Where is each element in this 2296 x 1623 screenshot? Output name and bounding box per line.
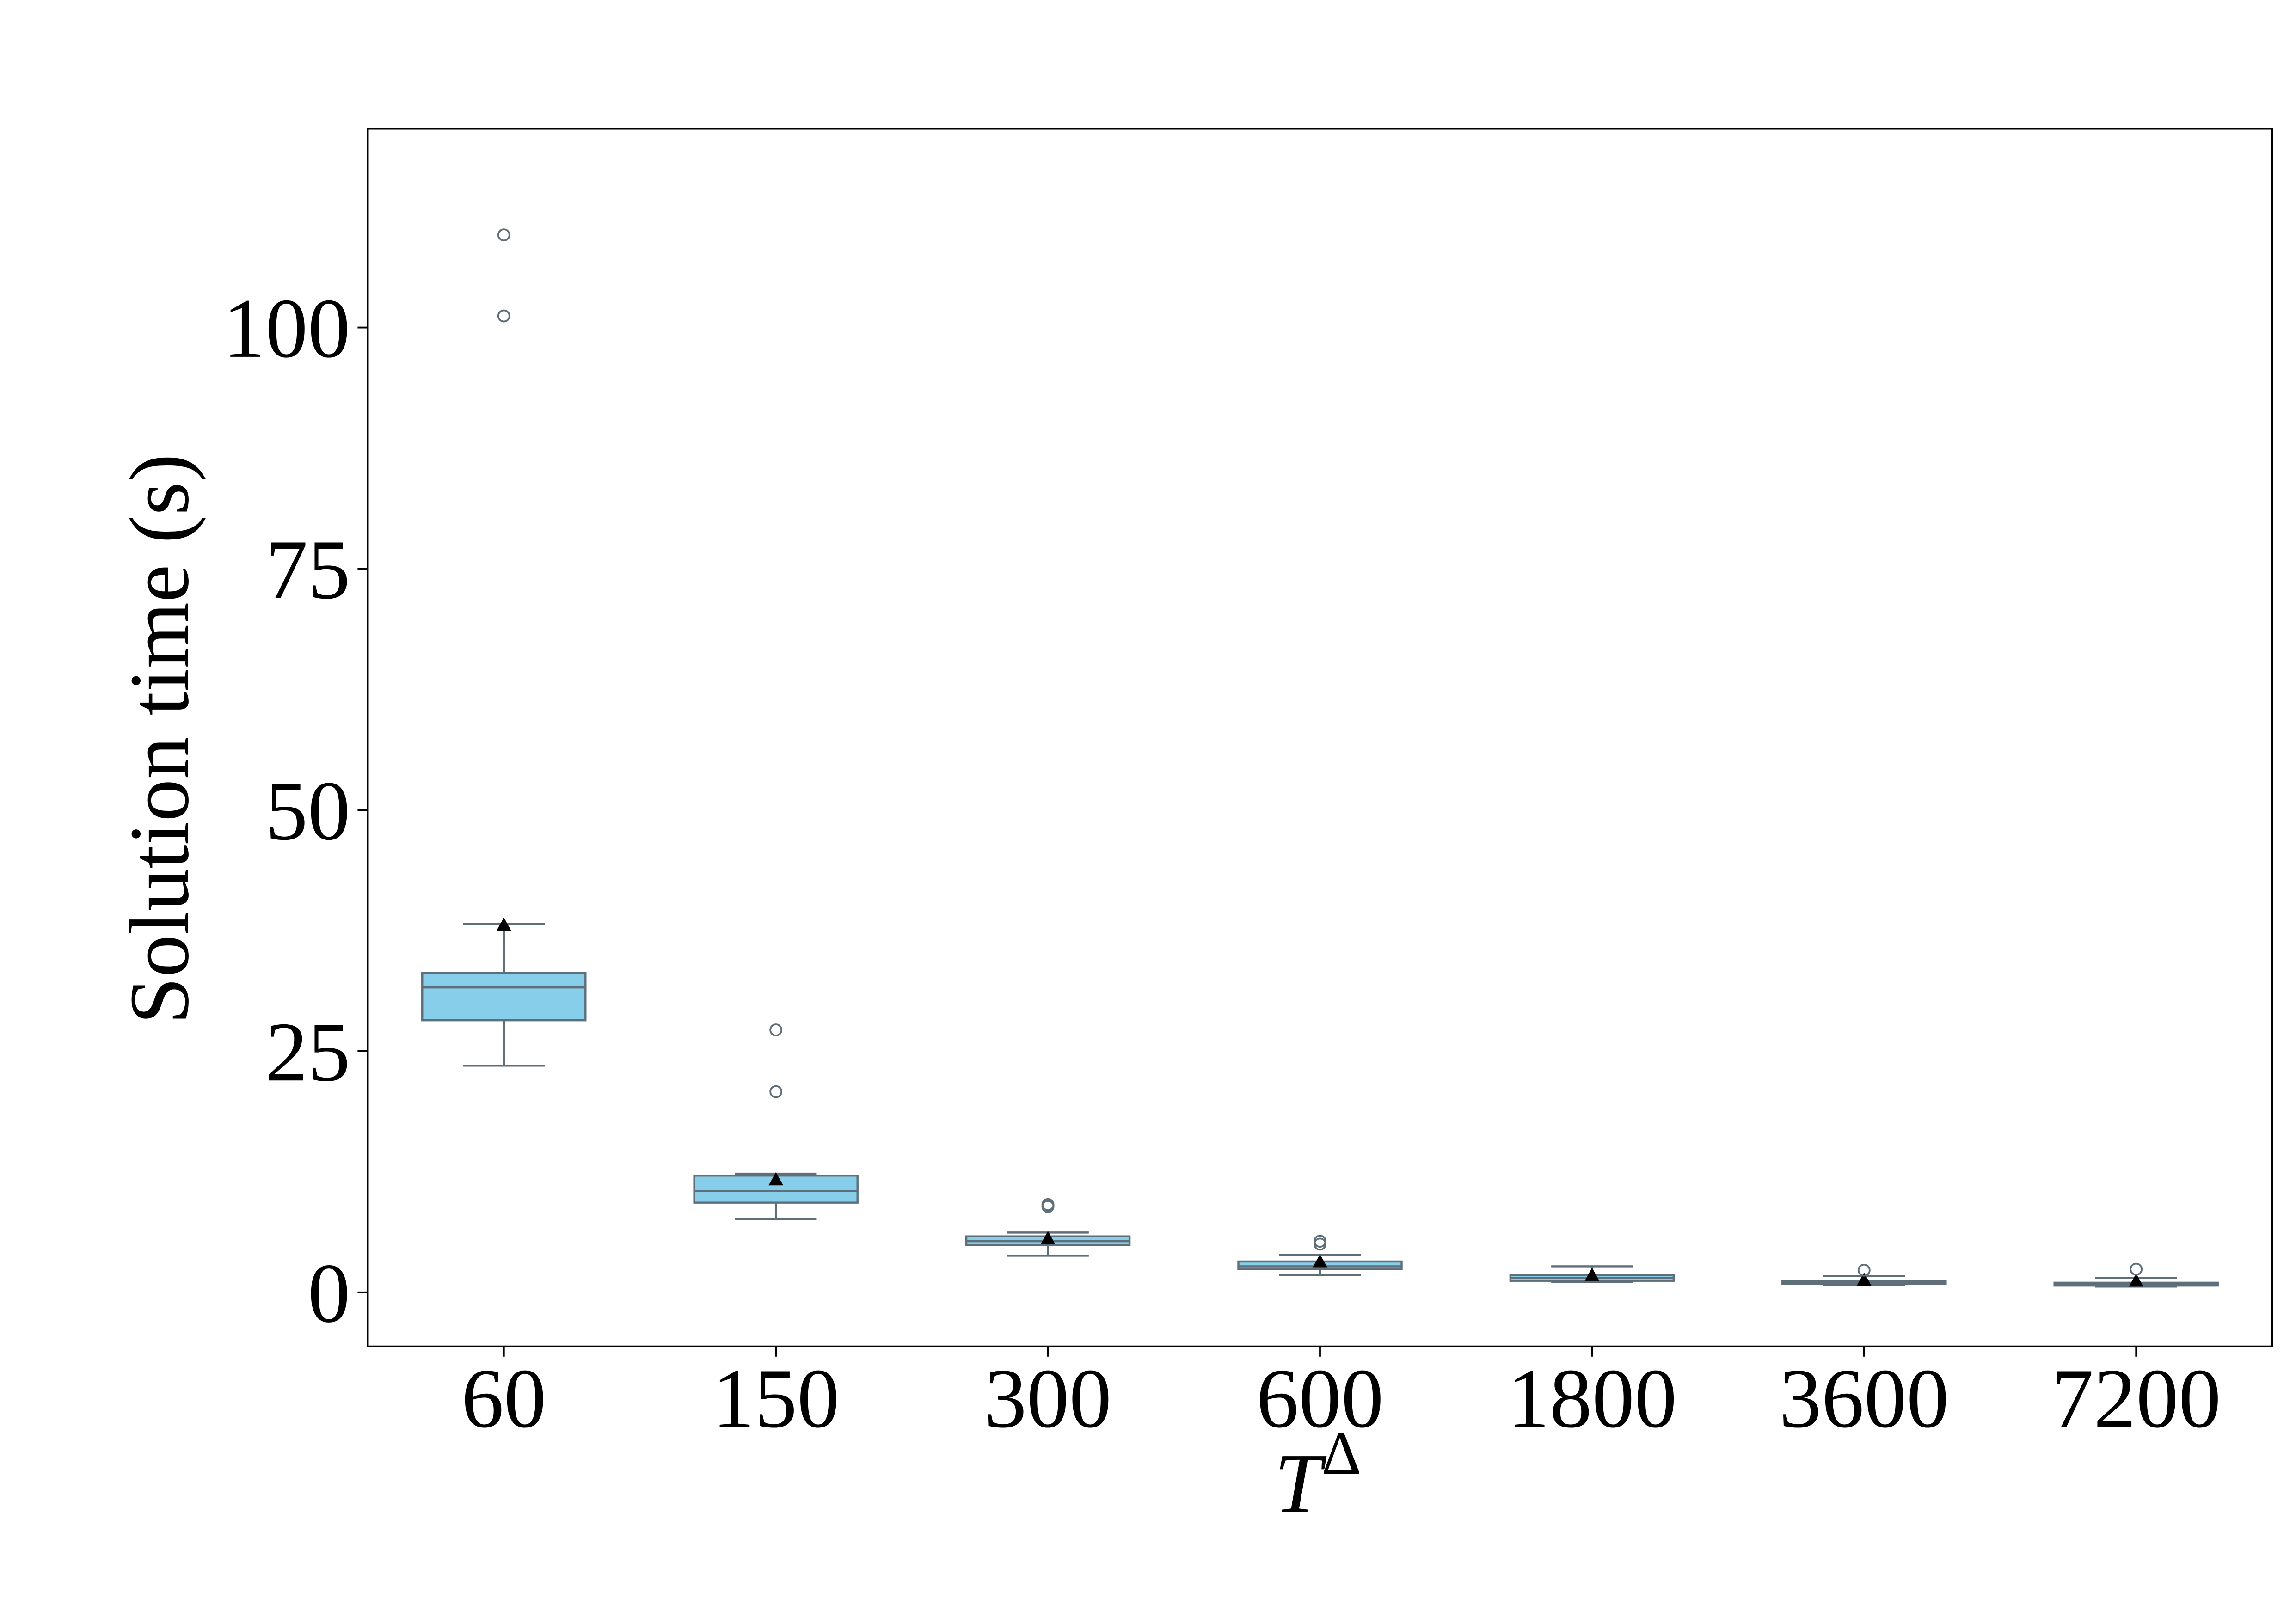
- outlier: [497, 309, 510, 323]
- x-tick-label: 7200: [2051, 1351, 2221, 1445]
- outlier: [769, 1085, 783, 1098]
- outlier: [497, 228, 510, 242]
- outlier: [2130, 1262, 2143, 1276]
- x-tick-label: 60: [461, 1351, 546, 1445]
- outlier: [1857, 1263, 1871, 1277]
- mean-marker: [1313, 1254, 1327, 1268]
- x-tick-label: 3600: [1779, 1351, 1949, 1445]
- x-tick-label: 300: [984, 1351, 1111, 1445]
- x-axis-label-base: T: [1274, 1436, 1326, 1530]
- mean-marker: [2129, 1273, 2144, 1287]
- y-tick-label: 25: [265, 1004, 350, 1099]
- x-tick-label: 600: [1256, 1351, 1383, 1445]
- mean-marker: [496, 917, 511, 931]
- y-tick-label: 50: [265, 763, 350, 857]
- y-axis-label: Solution time (s): [112, 454, 206, 1024]
- outlier: [769, 1023, 783, 1036]
- outlier: [1314, 1237, 1326, 1251]
- x-axis-label-superscript: Δ: [1322, 1419, 1362, 1487]
- y-tick-label: 75: [265, 522, 350, 617]
- mean-marker: [1584, 1268, 1600, 1281]
- outlier: [1041, 1200, 1055, 1213]
- mean-marker: [1040, 1231, 1056, 1244]
- plot-frame: [367, 128, 2273, 1347]
- x-tick-label: 150: [712, 1351, 839, 1445]
- box: [421, 972, 587, 1022]
- y-tick-label: 100: [223, 281, 350, 375]
- x-axis-label: TΔ: [1274, 1419, 1361, 1530]
- mean-marker: [768, 1172, 784, 1186]
- mean-marker: [1856, 1272, 1872, 1286]
- y-tick-label: 0: [308, 1246, 350, 1340]
- x-tick-label: 1800: [1507, 1351, 1677, 1445]
